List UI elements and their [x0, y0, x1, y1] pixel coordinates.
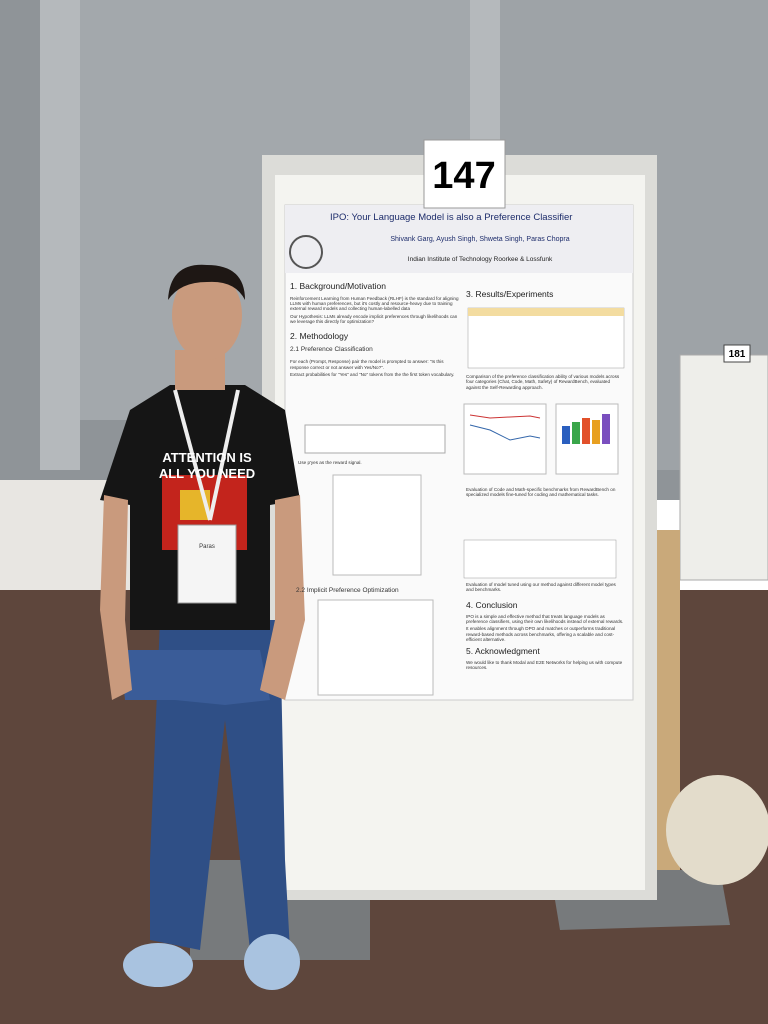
section-text: It enables alignment through DPO and mat… — [466, 626, 616, 642]
section-text: We would like to thank Modal and E2E Net… — [466, 659, 623, 671]
eval-table — [463, 539, 617, 579]
section-text: Comparison of the preference classificat… — [466, 374, 620, 390]
section-text: Extract probabilities for "Yes" and "No"… — [290, 371, 455, 377]
section-text: Our Hypothesis: LLMs already encode impl… — [290, 313, 458, 324]
section-heading: 3. Results/Experiments — [466, 289, 554, 299]
section-text: IPO is a simple and effective method tha… — [466, 613, 624, 625]
plot-bar — [592, 420, 600, 444]
lanyard — [173, 389, 212, 521]
jeans — [150, 620, 290, 950]
jeans — [120, 650, 270, 705]
pillar — [470, 0, 500, 150]
plot-line — [469, 414, 541, 419]
shoe — [244, 934, 300, 990]
section-subheading: 2.1 Preference Classification — [290, 345, 373, 353]
pillar — [40, 0, 80, 470]
plot-bar — [582, 418, 590, 444]
badge-name: Paras — [199, 544, 215, 550]
board-number: 147 — [432, 155, 495, 197]
neighbor-sign — [723, 344, 751, 363]
bag — [666, 775, 768, 885]
plot-bar — [572, 422, 580, 444]
section-heading: 4. Conclusion — [466, 600, 518, 610]
number-card — [423, 139, 506, 209]
line-plot — [463, 403, 547, 475]
section-heading: 5. Acknowledgment — [466, 646, 540, 657]
section-text: Reinforcement Learning from Human Feedba… — [290, 295, 459, 312]
section-heading: 2. Methodology — [290, 331, 349, 342]
method-diagram — [332, 474, 422, 576]
poster-authors: Shivank Garg, Ayush Singh, Shweta Singh,… — [390, 236, 570, 243]
badge — [177, 524, 237, 604]
plot-bar — [562, 426, 570, 444]
section-text: Evaluation of Code and Math-specific ben… — [466, 487, 616, 498]
formula-box — [304, 424, 446, 454]
shoe — [123, 943, 193, 987]
poster-title: IPO: Your Language Model is also a Prefe… — [330, 212, 573, 223]
shirt-text: ALL YOU NEED — [159, 466, 255, 481]
shirt-text: ATTENTION IS — [162, 450, 252, 465]
section-heading: 1. Background/Motivation — [290, 281, 386, 291]
ipo-diagram — [317, 599, 434, 696]
plot-bar — [602, 414, 610, 444]
poster-right-bottom: 4. Conclusion IPO is a simple and effect… — [466, 600, 624, 673]
section-subheading: 2.2 Implicit Preference Optimization — [296, 587, 399, 594]
section-text: Evaluation of model tuned using our meth… — [466, 582, 616, 593]
plot-line — [469, 424, 541, 441]
poster-header — [285, 205, 633, 273]
poster-affiliation: Indian Institute of Technology Roorkee &… — [407, 256, 553, 263]
lanyard — [208, 389, 240, 521]
section-text: Use p'yes as the reward signal. — [298, 460, 362, 465]
results-table — [467, 307, 625, 369]
hair — [168, 264, 245, 300]
section-text: For each (Prompt, Response) pair the mod… — [290, 359, 444, 370]
face — [172, 270, 242, 360]
arm — [260, 495, 305, 700]
arm — [100, 495, 132, 700]
poster-left-column: 1. Background/Motivation Reinforcement L… — [290, 281, 460, 379]
table-header — [468, 308, 624, 316]
neighbor-board — [679, 354, 768, 581]
university-logo — [289, 235, 323, 269]
neighbor-number: 181 — [729, 349, 746, 360]
